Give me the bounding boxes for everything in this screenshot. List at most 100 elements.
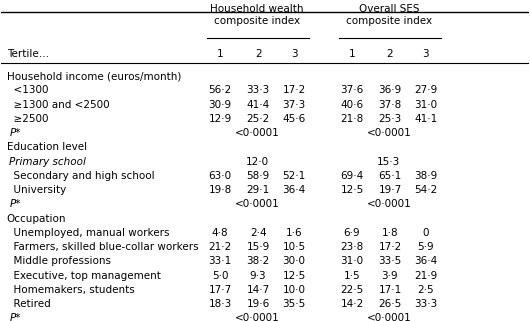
Text: 2: 2 (255, 49, 261, 59)
Text: 3: 3 (290, 49, 297, 59)
Text: 19·7: 19·7 (378, 185, 402, 195)
Text: Homemakers, students: Homemakers, students (7, 285, 135, 295)
Text: <0·0001: <0·0001 (235, 313, 279, 321)
Text: 12·5: 12·5 (282, 271, 306, 281)
Text: 1·6: 1·6 (286, 228, 302, 238)
Text: 21·2: 21·2 (209, 242, 232, 252)
Text: 63·0: 63·0 (209, 171, 232, 181)
Text: 3·9: 3·9 (382, 271, 398, 281)
Text: 21·8: 21·8 (340, 114, 364, 124)
Text: 69·4: 69·4 (340, 171, 364, 181)
Text: 56·2: 56·2 (209, 85, 232, 95)
Text: ≥2500: ≥2500 (7, 114, 48, 124)
Text: 33·3: 33·3 (246, 85, 270, 95)
Text: 15·3: 15·3 (377, 157, 401, 167)
Text: 27·9: 27·9 (414, 85, 437, 95)
Text: Retired: Retired (7, 299, 50, 309)
Text: 2·5: 2·5 (418, 285, 434, 295)
Text: 9·3: 9·3 (250, 271, 267, 281)
Text: Unemployed, manual workers: Unemployed, manual workers (7, 228, 169, 238)
Text: Secondary and high school: Secondary and high school (7, 171, 154, 181)
Text: ≥1300 and <2500: ≥1300 and <2500 (7, 100, 109, 110)
Text: <0·0001: <0·0001 (235, 199, 279, 209)
Text: Primary school: Primary school (10, 157, 86, 167)
Text: 18·3: 18·3 (209, 299, 232, 309)
Text: 33·5: 33·5 (378, 256, 402, 266)
Text: Education level: Education level (7, 143, 87, 152)
Text: 21·9: 21·9 (414, 271, 437, 281)
Text: <0·0001: <0·0001 (235, 128, 279, 138)
Text: Occupation: Occupation (7, 214, 66, 224)
Text: 14·2: 14·2 (340, 299, 364, 309)
Text: 25·2: 25·2 (246, 114, 270, 124)
Text: 22·5: 22·5 (340, 285, 364, 295)
Text: 5·9: 5·9 (418, 242, 434, 252)
Text: Farmers, skilled blue-collar workers: Farmers, skilled blue-collar workers (7, 242, 198, 252)
Text: 19·6: 19·6 (246, 299, 270, 309)
Text: <0·0001: <0·0001 (367, 313, 411, 321)
Text: 41·4: 41·4 (246, 100, 270, 110)
Text: 38·9: 38·9 (414, 171, 437, 181)
Text: University: University (7, 185, 66, 195)
Text: 2: 2 (387, 49, 393, 59)
Text: 41·1: 41·1 (414, 114, 437, 124)
Text: 12·0: 12·0 (245, 157, 269, 167)
Text: 30·9: 30·9 (209, 100, 232, 110)
Text: P*: P* (10, 199, 21, 209)
Text: Middle professions: Middle professions (7, 256, 111, 266)
Text: 1: 1 (217, 49, 224, 59)
Text: 6·9: 6·9 (343, 228, 360, 238)
Text: 36·4: 36·4 (414, 256, 437, 266)
Text: 12·9: 12·9 (209, 114, 232, 124)
Text: 38·2: 38·2 (246, 256, 270, 266)
Text: 17·7: 17·7 (209, 285, 232, 295)
Text: 17·2: 17·2 (282, 85, 306, 95)
Text: 36·4: 36·4 (282, 185, 306, 195)
Text: 29·1: 29·1 (246, 185, 270, 195)
Text: 45·6: 45·6 (282, 114, 306, 124)
Text: Household income (euros/month): Household income (euros/month) (7, 71, 181, 81)
Text: 37·3: 37·3 (282, 100, 306, 110)
Text: <1300: <1300 (7, 85, 48, 95)
Text: 3: 3 (422, 49, 429, 59)
Text: P*: P* (10, 128, 21, 138)
Text: 1: 1 (349, 49, 355, 59)
Text: 36·9: 36·9 (378, 85, 402, 95)
Text: Overall SES
composite index: Overall SES composite index (346, 4, 432, 26)
Text: 54·2: 54·2 (414, 185, 437, 195)
Text: 1·5: 1·5 (343, 271, 360, 281)
Text: 10·0: 10·0 (282, 285, 305, 295)
Text: 19·8: 19·8 (209, 185, 232, 195)
Text: 2·4: 2·4 (250, 228, 267, 238)
Text: 33·3: 33·3 (414, 299, 437, 309)
Text: 33·1: 33·1 (209, 256, 232, 266)
Text: 25·3: 25·3 (378, 114, 402, 124)
Text: 12·5: 12·5 (340, 185, 364, 195)
Text: P*: P* (10, 313, 21, 321)
Text: 17·1: 17·1 (378, 285, 402, 295)
Text: 17·2: 17·2 (378, 242, 402, 252)
Text: <0·0001: <0·0001 (367, 199, 411, 209)
Text: 40·6: 40·6 (340, 100, 364, 110)
Text: 4·8: 4·8 (212, 228, 228, 238)
Text: Executive, top management: Executive, top management (7, 271, 161, 281)
Text: 37·6: 37·6 (340, 85, 364, 95)
Text: 10·5: 10·5 (282, 242, 306, 252)
Text: 58·9: 58·9 (246, 171, 270, 181)
Text: 52·1: 52·1 (282, 171, 306, 181)
Text: 65·1: 65·1 (378, 171, 402, 181)
Text: 5·0: 5·0 (212, 271, 228, 281)
Text: 26·5: 26·5 (378, 299, 402, 309)
Text: 31·0: 31·0 (340, 256, 364, 266)
Text: 31·0: 31·0 (414, 100, 437, 110)
Text: 35·5: 35·5 (282, 299, 306, 309)
Text: 30·0: 30·0 (282, 256, 305, 266)
Text: Tertile…: Tertile… (7, 49, 49, 59)
Text: Household wealth
composite index: Household wealth composite index (210, 4, 304, 26)
Text: 14·7: 14·7 (246, 285, 270, 295)
Text: 23·8: 23·8 (340, 242, 364, 252)
Text: 1·8: 1·8 (382, 228, 398, 238)
Text: 37·8: 37·8 (378, 100, 402, 110)
Text: 15·9: 15·9 (246, 242, 270, 252)
Text: 0: 0 (422, 228, 429, 238)
